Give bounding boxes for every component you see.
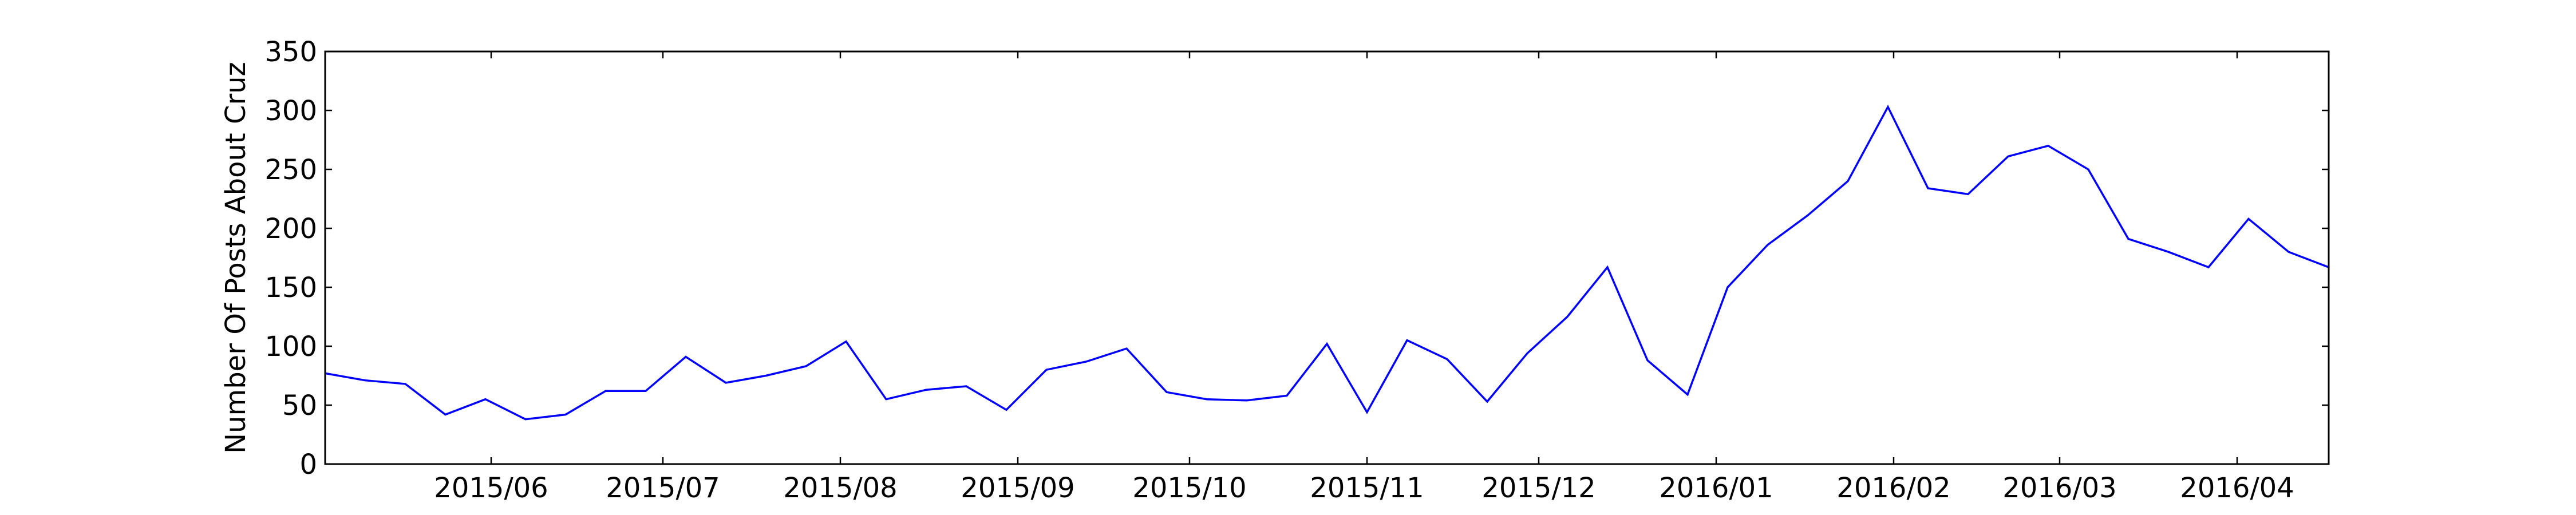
y-tick-label: 50: [282, 390, 317, 422]
x-tick-label: 2015/10: [1132, 472, 1246, 504]
x-tick-label: 2016/01: [1659, 472, 1773, 504]
y-tick-label: 0: [299, 449, 317, 481]
y-tick-label: 200: [264, 213, 317, 245]
x-tick-label: 2015/07: [606, 472, 720, 504]
x-tick-label: 2015/11: [1310, 472, 1424, 504]
y-tick-label: 350: [264, 36, 317, 68]
y-tick-label: 150: [264, 272, 317, 304]
y-tick-label: 300: [264, 95, 317, 127]
x-tick-label: 2015/08: [783, 472, 897, 504]
x-tick-label: 2016/02: [1836, 472, 1950, 504]
x-tick-label: 2015/09: [961, 472, 1074, 504]
x-tick-label: 2016/03: [2002, 472, 2116, 504]
x-tick-label: 2016/04: [2180, 472, 2294, 504]
x-tick-label: 2015/06: [434, 472, 548, 504]
y-tick-labels: 0 50 100 150 200 250 300 350: [264, 36, 317, 481]
y-tick-label: 100: [264, 331, 317, 363]
x-tick-label: 2015/12: [1481, 472, 1595, 504]
series-line: [325, 104, 2329, 421]
plot-frame: [324, 50, 2330, 465]
plot-area: [325, 104, 2329, 421]
axis-ticks: [325, 50, 2329, 465]
x-tick-labels: 2015/06 2015/07 2015/08 2015/09 2015/10 2015/…: [434, 472, 2294, 504]
y-tick-label: 250: [264, 154, 317, 186]
y-axis-title: Number Of Posts About Cruz: [220, 62, 252, 454]
